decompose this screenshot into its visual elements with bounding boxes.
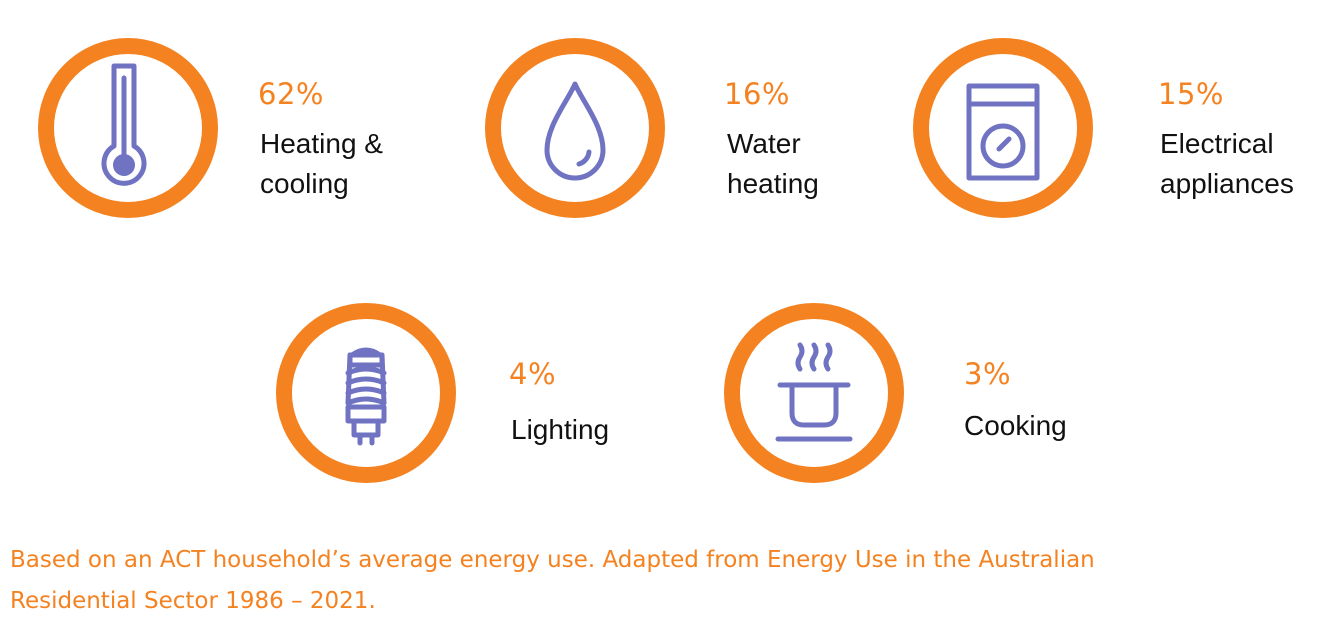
percent-value: 15% <box>1158 77 1224 111</box>
light-bulb-icon <box>345 347 387 446</box>
category-label: Water heating <box>727 124 819 204</box>
category-label: Cooking <box>964 406 1067 446</box>
label-line: Heating & <box>260 128 383 159</box>
icon-ring <box>913 38 1093 218</box>
label-line: Water <box>727 128 801 159</box>
label-line: Lighting <box>511 414 610 445</box>
category-label: Lighting <box>511 410 609 450</box>
source-footnote: Based on an ACT household’s average ener… <box>10 540 1310 622</box>
label-line: Cooking <box>964 410 1067 441</box>
footnote-line: Based on an ACT household’s average ener… <box>10 547 1095 573</box>
percent-value: 4% <box>509 357 557 391</box>
thermometer-icon <box>101 63 147 186</box>
label-line: Electrical <box>1160 128 1274 159</box>
footnote-line: Residential Sector 1986 – 2021. <box>10 588 376 614</box>
percent-value: 62% <box>258 77 324 111</box>
washing-machine-icon <box>966 83 1040 181</box>
icon-ring <box>276 303 456 483</box>
water-drop-icon <box>544 81 606 181</box>
percent-value: 16% <box>724 77 790 111</box>
category-label: Heating & cooling <box>260 124 383 204</box>
label-line: heating <box>727 168 819 199</box>
icon-ring <box>38 38 218 218</box>
cooking-pot-icon <box>775 342 853 442</box>
category-label: Electrical appliances <box>1160 124 1294 204</box>
percent-value: 3% <box>964 357 1012 391</box>
icon-ring <box>724 303 904 483</box>
label-line: appliances <box>1160 168 1294 199</box>
icon-ring <box>485 38 665 218</box>
label-line: cooling <box>260 168 349 199</box>
